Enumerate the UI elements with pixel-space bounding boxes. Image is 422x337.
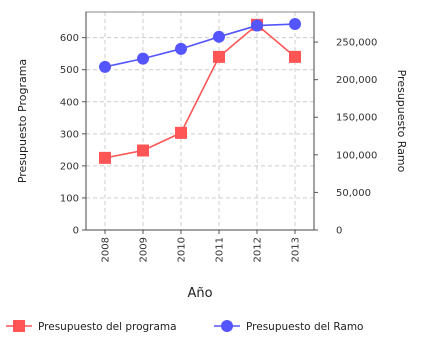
grid-lines — [86, 12, 314, 231]
left-tick-label: 600 — [60, 33, 79, 44]
data-point — [289, 18, 301, 31]
left-tick-label: 100 — [60, 193, 79, 204]
right-tick-label: 150,000 — [336, 113, 377, 124]
series-layer — [99, 18, 301, 164]
right-tick-label: 100,000 — [336, 150, 377, 161]
x-tick-label: 2008 — [101, 237, 112, 262]
legend-label: Presupuesto del programa — [38, 321, 177, 333]
left-axis-ticks: 0 100 200 300 400 500 600 — [60, 33, 86, 237]
x-axis-title: Año — [187, 286, 212, 301]
left-tick-label: 500 — [60, 65, 79, 76]
legend-item: Presupuesto del Ramo — [214, 320, 363, 333]
right-tick-label: 200,000 — [336, 75, 377, 86]
right-tick-label: 0 — [336, 226, 342, 237]
x-tick-label: 2010 — [177, 237, 188, 262]
right-axis-ticks: 0 50,000 100,000 150,000 200,000 250,000 — [314, 38, 377, 237]
data-point — [175, 126, 187, 139]
data-point — [213, 50, 225, 63]
data-point — [137, 52, 149, 65]
x-axis-ticks: 2008 2009 2010 2011 2012 2013 — [101, 230, 302, 262]
left-tick-label: 400 — [60, 97, 79, 108]
series-line — [104, 23, 296, 68]
left-axis-title: Presupuesto Programa — [16, 59, 29, 183]
legend: Presupuesto del programa Presupuesto del … — [6, 320, 363, 333]
left-tick-label: 300 — [60, 129, 79, 140]
legend-label: Presupuesto del Ramo — [246, 321, 363, 333]
data-point — [137, 144, 149, 157]
right-tick-label: 50,000 — [336, 188, 371, 199]
legend-marker — [221, 320, 233, 332]
legend-item: Presupuesto del programa — [6, 320, 177, 333]
data-point — [175, 42, 187, 55]
series-0 — [99, 18, 301, 164]
axes — [85, 11, 315, 231]
right-axis-title: Presupuesto Ramo — [395, 70, 408, 173]
data-point — [99, 60, 111, 73]
series-1 — [99, 18, 301, 73]
right-tick-label: 250,000 — [336, 38, 377, 49]
x-tick-label: 2012 — [253, 237, 264, 262]
left-tick-label: 200 — [60, 161, 79, 172]
x-tick-label: 2013 — [291, 237, 302, 262]
x-tick-label: 2011 — [215, 237, 226, 262]
data-point — [289, 50, 301, 63]
series-line — [104, 23, 296, 159]
data-point — [251, 19, 263, 32]
data-point — [99, 151, 111, 164]
x-tick-label: 2009 — [139, 237, 150, 262]
plot-area — [86, 12, 314, 230]
left-tick-label: 0 — [73, 226, 79, 237]
legend-marker — [13, 320, 25, 332]
data-point — [213, 30, 225, 43]
